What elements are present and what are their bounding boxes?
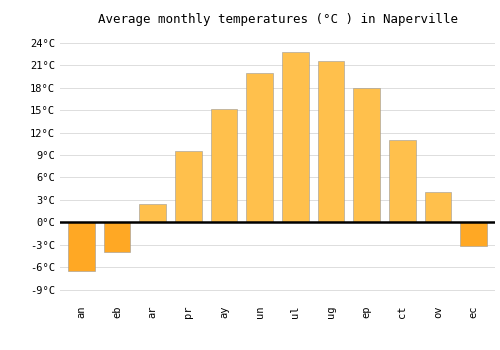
Bar [140, 204, 166, 222]
Bar [68, 222, 95, 271]
Bar [354, 88, 380, 222]
Title: Average monthly temperatures (°C ) in Naperville: Average monthly temperatures (°C ) in Na… [98, 13, 458, 26]
Bar [104, 222, 130, 252]
Bar [389, 140, 415, 222]
Bar [175, 151, 202, 222]
Bar [424, 193, 452, 222]
Bar [460, 222, 487, 246]
Bar [246, 73, 273, 222]
Bar [282, 52, 308, 222]
Bar [210, 108, 238, 222]
Bar [318, 62, 344, 222]
